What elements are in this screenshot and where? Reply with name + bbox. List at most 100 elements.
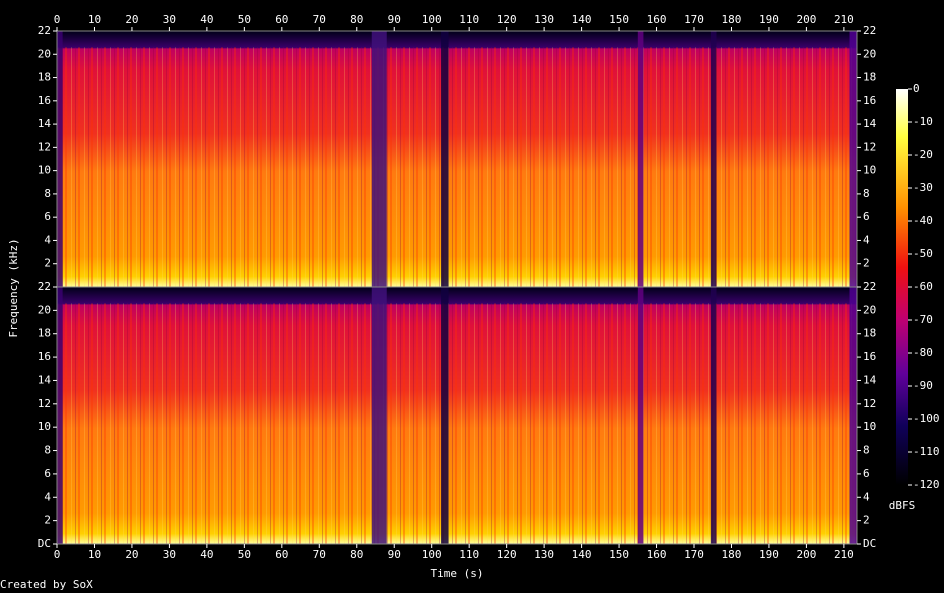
y-tick-label: 18 [38,327,51,340]
y-tick-label: 10 [863,164,876,177]
colorbar-tick-label: -120 [913,478,940,491]
x-tick-label: 140 [572,13,592,26]
y-tick-label: 10 [863,420,876,433]
y-tick-label: 22 [863,280,876,293]
x-tick-label: 20 [125,13,138,26]
x-tick-label: 180 [722,548,742,561]
silence-band [57,287,63,544]
x-tick-label: 160 [647,548,667,561]
footer: Created by SoX [0,578,93,591]
y-tick-label: 18 [863,71,876,84]
y-tick-label: 14 [863,373,877,386]
silence-band [710,287,717,544]
y-tick-label: 4 [44,233,51,246]
silence-band [849,287,857,544]
x-tick-label: 90 [388,13,401,26]
plot-area [56,30,858,545]
x-tick-label: 110 [459,548,479,561]
y-tick-label: 16 [863,94,876,107]
y-tick-label: 14 [38,373,52,386]
x-tick-label: 150 [609,13,629,26]
y-tick-label: 22 [863,24,876,37]
x-tick-label: 10 [88,13,101,26]
y-tick-label: 22 [38,24,51,37]
x-tick-label: 60 [275,548,288,561]
y-tick-label: 12 [38,397,51,410]
x-tick-label: 100 [422,13,442,26]
colorbar-tick-label: -50 [913,247,933,260]
y-tick-label: 8 [863,444,870,457]
x-tick-label: 70 [313,13,326,26]
colorbar-tick-label: -10 [913,115,933,128]
y-tick-label: 18 [38,71,51,84]
silence-band [637,287,644,544]
y-tick-label: 2 [863,514,870,527]
spectrogram-texture [57,47,857,287]
y-tick-label: 8 [863,187,870,200]
colorbar-tick-label: -90 [913,379,933,392]
x-tick-label: 80 [350,548,363,561]
x-tick-label: 40 [200,548,213,561]
x-tick-label: 60 [275,13,288,26]
x-tick-label: 200 [796,13,816,26]
y-tick-label: 16 [38,94,51,107]
x-tick-label: 150 [609,548,629,561]
y-tick-label: 20 [863,303,876,316]
y-tick-label: 6 [863,467,870,480]
y-tick-label: DC [38,537,51,550]
y-tick-label: 14 [863,117,877,130]
y-tick-label: 10 [38,420,51,433]
x-tick-label: 190 [759,13,779,26]
y-tick-label: 8 [44,444,51,457]
y-tick-label: 2 [863,257,870,270]
x-tick-label: 20 [125,548,138,561]
y-tick-label: 12 [863,140,876,153]
colorbar [896,89,908,485]
y-tick-label: 18 [863,327,876,340]
y-tick-label: 6 [863,210,870,223]
x-tick-label: 210 [834,13,854,26]
y-tick-label: 6 [44,467,51,480]
panel-frame [56,286,858,545]
y-tick-label: 12 [38,140,51,153]
x-tick-label: 10 [88,548,101,561]
x-tick-label: 80 [350,13,363,26]
y-tick-label: 16 [863,350,876,363]
colorbar-tick-label: -40 [913,214,933,227]
silence-band [849,31,857,287]
y-tick-label: 2 [44,514,51,527]
x-tick-label: 30 [163,13,176,26]
x-tick-label: 180 [722,13,742,26]
x-tick-label: 170 [684,13,704,26]
y-tick-label: 12 [863,397,876,410]
x-tick-label: 190 [759,548,779,561]
silence-band [710,31,717,287]
x-tick-label: 120 [497,548,517,561]
silence-band [441,31,449,287]
silence-band [441,287,449,544]
silence-band [371,287,387,544]
x-tick-label: 30 [163,548,176,561]
colorbar-tick-label: -30 [913,181,933,194]
y-tick-label: 4 [863,490,870,503]
x-axis-label: Time (s) [431,567,484,580]
x-tick-label: 120 [497,13,517,26]
y-tick-label: 4 [44,490,51,503]
x-tick-label: 40 [200,13,213,26]
x-tick-label: 210 [834,548,854,561]
y-tick-label: DC [863,537,876,550]
y-axis-label: Frequency (kHz) [7,238,20,337]
y-tick-label: 14 [38,117,52,130]
x-tick-label: 160 [647,13,667,26]
x-tick-label: 0 [54,13,61,26]
x-tick-label: 200 [796,548,816,561]
colorbar-tick-label: -80 [913,346,933,359]
x-tick-label: 90 [388,548,401,561]
x-tick-label: 100 [422,548,442,561]
silence-band [637,31,644,287]
x-tick-label: 130 [534,548,554,561]
y-tick-label: 22 [38,280,51,293]
x-tick-label: 110 [459,13,479,26]
